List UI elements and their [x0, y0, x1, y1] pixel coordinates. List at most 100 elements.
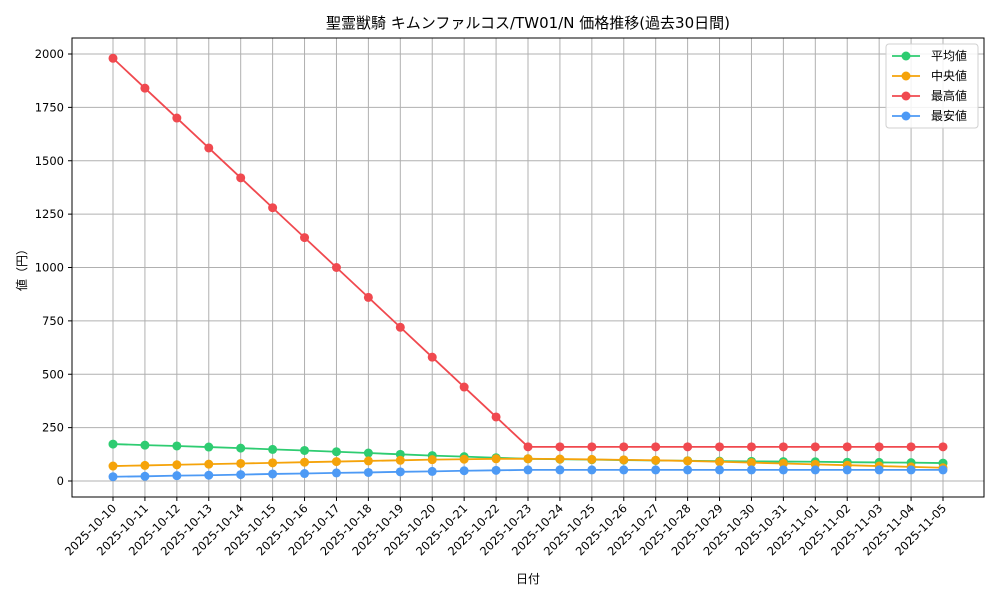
data-point: [810, 465, 820, 475]
data-point: [683, 456, 693, 466]
data-point: [300, 445, 310, 455]
grid-lines: [72, 38, 984, 497]
y-tick-label: 1750: [35, 100, 64, 114]
legend-item: 平均値: [892, 48, 967, 63]
data-point: [491, 412, 501, 422]
y-tick-label: 500: [42, 367, 64, 381]
data-point: [906, 465, 916, 475]
legend-item: 最高値: [892, 88, 967, 103]
data-point: [363, 456, 373, 466]
data-point: [427, 455, 437, 465]
data-point: [587, 442, 597, 452]
x-axis-label: 日付: [516, 572, 540, 586]
data-point: [268, 203, 278, 213]
data-point: [204, 143, 214, 153]
data-point: [331, 468, 341, 478]
y-tick-label: 2000: [35, 47, 64, 61]
data-point: [619, 442, 629, 452]
data-point: [523, 454, 533, 464]
data-point: [140, 83, 150, 93]
data-point: [459, 466, 469, 476]
data-point: [300, 457, 310, 467]
data-point: [715, 442, 725, 452]
data-point: [108, 439, 118, 449]
data-point: [619, 465, 629, 475]
legend-label: 平均値: [931, 48, 967, 63]
data-point: [172, 113, 182, 123]
y-axis-ticks: 0 250 500 750 1000 1250 1500 1750 2000: [35, 47, 72, 488]
data-point: [395, 322, 405, 332]
data-point: [363, 292, 373, 302]
data-point: [715, 465, 725, 475]
x-axis-ticks: 2025-10-102025-10-112025-10-122025-10-13…: [62, 497, 949, 558]
data-point: [938, 442, 948, 452]
data-point: [587, 454, 597, 464]
y-axis-label: 値（円）: [14, 243, 29, 291]
data-point: [172, 441, 182, 451]
y-tick-label: 250: [42, 421, 64, 435]
data-point: [172, 471, 182, 481]
data-point: [651, 442, 661, 452]
data-point: [427, 466, 437, 476]
data-point: [108, 461, 118, 471]
legend-label: 最高値: [931, 88, 967, 103]
data-point: [236, 443, 246, 453]
data-point: [204, 442, 214, 452]
series-line: [108, 53, 948, 452]
data-point: [140, 440, 150, 450]
data-series: [108, 53, 948, 482]
data-point: [236, 458, 246, 468]
data-point: [268, 469, 278, 479]
data-point: [555, 454, 565, 464]
legend-marker-icon: [901, 111, 911, 121]
data-point: [491, 465, 501, 475]
legend-marker-icon: [901, 91, 911, 101]
data-point: [300, 233, 310, 243]
data-point: [204, 459, 214, 469]
data-point: [778, 465, 788, 475]
data-point: [874, 442, 884, 452]
data-point: [746, 465, 756, 475]
data-point: [683, 442, 693, 452]
data-point: [363, 467, 373, 477]
legend-label: 最安値: [931, 108, 967, 123]
data-point: [651, 455, 661, 465]
legend-label: 中央値: [931, 68, 967, 83]
y-tick-label: 1000: [35, 261, 64, 275]
legend-box: [885, 43, 979, 129]
data-point: [108, 53, 118, 63]
data-point: [236, 470, 246, 480]
data-point: [140, 460, 150, 470]
legend-item: 中央値: [892, 68, 967, 83]
data-point: [938, 465, 948, 475]
data-point: [778, 442, 788, 452]
data-point: [268, 458, 278, 468]
data-point: [842, 442, 852, 452]
data-point: [810, 442, 820, 452]
y-tick-label: 0: [57, 474, 64, 488]
data-point: [746, 458, 756, 468]
data-point: [778, 458, 788, 468]
y-tick-label: 1500: [35, 154, 64, 168]
y-tick-label: 750: [42, 314, 64, 328]
data-point: [874, 465, 884, 475]
data-point: [459, 454, 469, 464]
data-point: [300, 469, 310, 479]
data-point: [906, 442, 916, 452]
data-point: [619, 455, 629, 465]
data-point: [491, 454, 501, 464]
legend-marker-icon: [901, 51, 911, 61]
data-point: [108, 472, 118, 482]
legend-marker-icon: [901, 71, 911, 81]
data-point: [395, 455, 405, 465]
data-point: [746, 442, 756, 452]
data-point: [651, 465, 661, 475]
data-point: [395, 467, 405, 477]
data-point: [842, 465, 852, 475]
data-point: [427, 352, 437, 362]
data-point: [683, 465, 693, 475]
data-point: [236, 173, 246, 183]
chart-title: 聖霊獣騎 キムンファルコス/TW01/N 価格推移(過去30日間): [326, 14, 730, 32]
data-point: [555, 442, 565, 452]
